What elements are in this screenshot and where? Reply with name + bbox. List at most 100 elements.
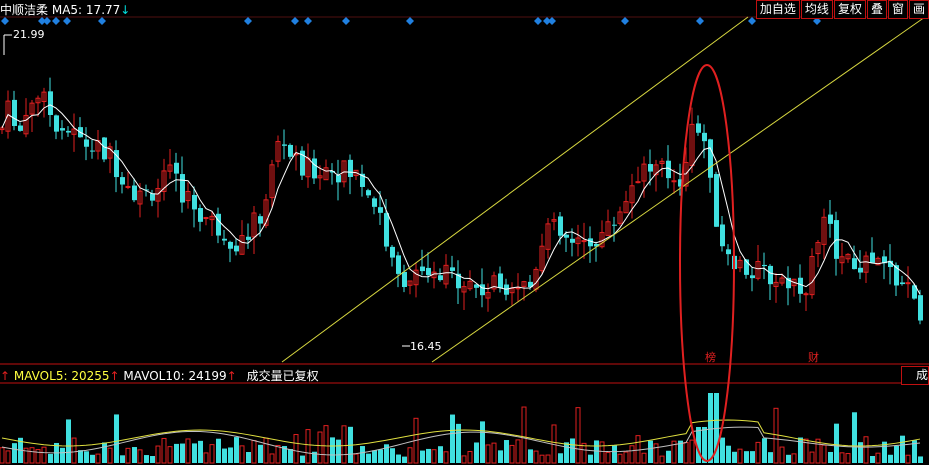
candle-body <box>18 125 23 131</box>
candle-body <box>875 257 881 266</box>
volume-bar <box>773 407 779 464</box>
mavol5-label: MAVOL5: <box>13 369 68 383</box>
volume-bar <box>882 441 887 463</box>
candle-body <box>480 284 485 296</box>
volume-bar <box>216 438 221 463</box>
chart-title: 中顺洁柔 MA5: 17.77↓ <box>0 1 130 18</box>
candle-body <box>509 288 515 294</box>
candle-body <box>107 146 113 159</box>
event-diamond-icon <box>291 17 299 25</box>
candle-body <box>839 256 845 264</box>
volume-bar <box>791 453 797 464</box>
candle-body <box>623 201 629 214</box>
volume-bar <box>605 452 611 464</box>
volume-bar <box>629 445 635 464</box>
price-adjust-button[interactable]: 复权 <box>833 0 866 19</box>
overlay-button[interactable]: 叠 <box>866 0 887 19</box>
volume-bar <box>509 444 515 464</box>
candle-body <box>612 224 617 226</box>
candle-body <box>312 158 317 179</box>
candle-body <box>551 219 557 222</box>
volume-bar <box>209 444 215 464</box>
volume-bar <box>450 414 455 463</box>
candle-body <box>659 160 665 165</box>
volume-bar <box>815 438 821 464</box>
moving-average-button[interactable]: 均线 <box>800 0 833 19</box>
candle-body <box>155 188 161 202</box>
candle-body <box>474 284 479 288</box>
volume-bar <box>545 454 551 464</box>
volume-bar <box>222 448 227 463</box>
volume-bar <box>71 437 77 464</box>
candle-body <box>515 287 521 290</box>
volume-bar <box>845 453 851 464</box>
candle-body <box>641 163 647 182</box>
candle-body <box>144 189 149 191</box>
volume-adjusted-note: 成交量已复权 <box>246 369 319 383</box>
candle-body <box>912 285 917 299</box>
draw-button[interactable]: 画 <box>908 0 929 19</box>
candle-body <box>132 185 137 201</box>
volume-bar <box>821 444 827 464</box>
ma5-value: 17.77 <box>85 3 121 17</box>
event-diamond-icon <box>304 17 312 25</box>
candle-body <box>216 213 221 236</box>
mavol5-arrow-icon: ↑ <box>109 369 120 383</box>
event-diamond-icon <box>621 17 629 25</box>
candle-body <box>803 293 809 296</box>
volume-bar <box>671 440 677 464</box>
volume-bar <box>263 437 269 464</box>
volume-bar <box>491 442 497 464</box>
volume-bar <box>0 447 5 464</box>
ranking-event-marker[interactable]: 榜 <box>705 351 716 364</box>
candle-body <box>450 267 455 271</box>
volume-bar <box>918 456 923 463</box>
volume-bar <box>155 445 161 464</box>
candle-body <box>269 164 275 199</box>
window-button[interactable]: 窗 <box>887 0 908 19</box>
candle-body <box>275 141 281 162</box>
volume-bar <box>407 447 413 464</box>
volume-bar <box>905 454 911 464</box>
volume-bar <box>384 444 389 463</box>
volume-bar <box>102 442 107 463</box>
financial-report-marker[interactable]: 财 <box>808 351 819 364</box>
volume-bar <box>575 407 581 464</box>
candle-body <box>239 235 245 255</box>
volume-bar <box>420 450 425 463</box>
volume-bar <box>696 427 701 463</box>
candle-body <box>48 91 53 116</box>
volume-bar <box>653 443 659 464</box>
candle-body <box>605 221 611 236</box>
candle-body <box>498 273 503 289</box>
volume-bar <box>203 452 209 464</box>
mavol5-value: 20255 <box>71 369 110 383</box>
volume-bar <box>402 456 407 463</box>
ma5-down-arrow-icon: ↓ <box>120 3 131 17</box>
volume-bar <box>828 451 833 463</box>
candle-body <box>54 115 59 132</box>
candle-body <box>288 144 293 157</box>
volume-bar <box>912 440 917 463</box>
candle-body <box>671 180 677 183</box>
low-price-label: 16.45 <box>410 340 442 353</box>
event-diamond-icon <box>548 17 556 25</box>
candle-body <box>150 193 155 201</box>
candle-body <box>402 271 407 288</box>
candle-body <box>102 137 107 160</box>
volume-panel-corner-button[interactable]: 成 <box>901 366 929 385</box>
volume-bar <box>888 454 893 463</box>
volume-bar <box>378 449 383 463</box>
volume-bar <box>456 423 461 463</box>
volume-bar <box>161 437 167 464</box>
candle-body <box>378 207 383 213</box>
candle-body <box>407 280 413 286</box>
volume-bar <box>78 450 83 463</box>
candle-body <box>222 238 227 241</box>
volume-bar <box>809 451 815 464</box>
add-watchlist-button[interactable]: 加自选 <box>755 0 800 19</box>
candle-body <box>341 160 347 183</box>
candle-body <box>348 159 353 177</box>
